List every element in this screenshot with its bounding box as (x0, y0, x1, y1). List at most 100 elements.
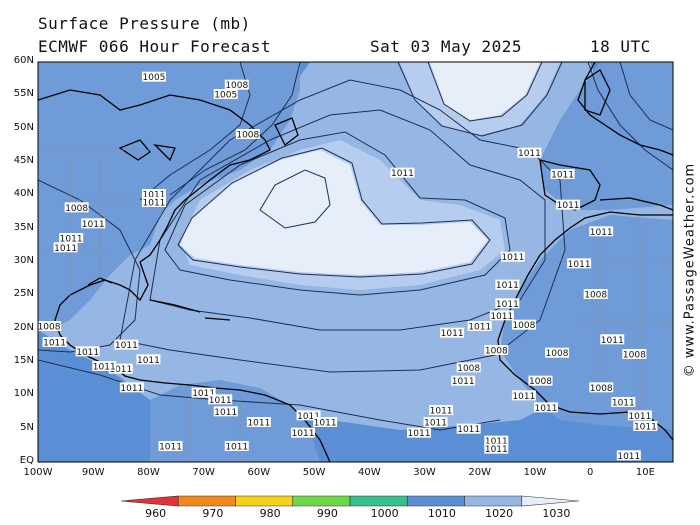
lon-tick-label: 30W (413, 467, 436, 478)
pressure-label: 1011 (612, 399, 635, 409)
lat-tick-label: 20N (13, 321, 34, 333)
pressure-label-bg (136, 354, 161, 365)
pressure-label-bg (291, 427, 316, 438)
pressure-label-bg (556, 199, 581, 210)
lat-tick-label: 45N (13, 155, 34, 166)
lon-tick-label: 60W (247, 467, 271, 478)
pressure-label-bg (467, 321, 492, 331)
pressure-label: 1011 (192, 389, 215, 399)
pressure-label-bg (42, 337, 67, 347)
pressure-label-bg (224, 79, 249, 90)
pressure-label-bg (64, 202, 89, 213)
pressure-label-bg (141, 197, 166, 207)
pressure-label: 1011 (292, 429, 315, 439)
pressure-label-bg (37, 321, 62, 331)
pressure-label-bg (114, 339, 139, 350)
pressure-label-bg (517, 147, 542, 158)
pressure-label-bg (611, 397, 636, 407)
pressure-label: 1011 (109, 365, 132, 375)
lon-tick-label: 40W (357, 467, 381, 478)
isobar-line (149, 109, 546, 331)
pressure-label: 1011 (247, 419, 270, 429)
pressure-label: 1011 (535, 404, 558, 414)
pressure-label: 1011 (76, 348, 99, 358)
coastline-africa (497, 211, 673, 441)
isobar-line (164, 131, 511, 296)
pressure-label: 1011 (512, 392, 535, 402)
pressure-label-bg (59, 233, 84, 243)
pressure-label: 1011 (209, 396, 232, 406)
lat-tick-label: EQ (19, 455, 34, 466)
colorbar-segment (292, 495, 351, 507)
pressure-label-bg (456, 423, 481, 434)
lon-tick-label: 10E (635, 467, 655, 478)
lon-tick-label: 70W (192, 467, 215, 478)
pressure-label: 1011 (214, 408, 237, 418)
lon-tick-label: 0 (586, 467, 594, 478)
plot-frame (37, 61, 674, 463)
pressure-label: 1008 (225, 81, 248, 91)
isobar-line (587, 62, 673, 171)
pressure-label: 1008 (623, 351, 646, 361)
pressure-label: 1011 (225, 443, 248, 453)
pressure-label: 1011 (60, 235, 83, 245)
colorbar-segment (521, 495, 580, 507)
pressure-label: 1011 (82, 220, 105, 230)
pressure-label: 1011 (452, 377, 475, 387)
pressure-label-bg (53, 242, 78, 253)
date-label: Sat 03 May 2025 (370, 37, 522, 56)
pressure-label: 1011 (159, 443, 182, 453)
pressure-label: 1011 (297, 412, 320, 422)
pressure-label-bg (495, 298, 520, 309)
model-label: ECMWF 066 Hour Forecast (38, 37, 272, 56)
lat-tick-label: 10N (13, 388, 34, 400)
pressure-label: 1008 (512, 321, 535, 331)
pressure-label-bg (633, 421, 658, 431)
pressure-label: 1011 (143, 199, 166, 209)
coastline-north-america (38, 89, 271, 381)
pressure-label: 1008 (457, 364, 480, 374)
border-line (560, 230, 673, 420)
pressure-label-bg (313, 417, 338, 427)
pressure-label-bg (484, 443, 509, 454)
colorbar-tick-label: 1000 (370, 507, 399, 520)
pressure-label-bg (429, 405, 454, 415)
pressure-label-bg (627, 410, 652, 421)
pressure-label: 1011 (54, 244, 77, 254)
pressure-label: 1008 (236, 131, 259, 141)
pressure-label-bg (191, 387, 216, 398)
pressure-label: 1011 (590, 228, 613, 238)
pressure-label: 1011 (115, 341, 138, 351)
pressure-label: 1008 (584, 291, 607, 301)
isobar-line (259, 169, 331, 229)
pressure-label-bg (528, 375, 553, 386)
pressure-label-bg (119, 382, 144, 393)
coastline-britain (584, 69, 611, 116)
pressure-label-bg (534, 402, 558, 413)
colorbar-segment (177, 495, 236, 507)
pressure-label-bg (92, 361, 117, 371)
pressure-label: 1008 (38, 323, 61, 333)
colorbar-tick-label: 990 (316, 507, 338, 520)
colorbar-tick-label: 970 (202, 507, 224, 520)
credit-label: © www.PassageWeather.com (682, 162, 698, 378)
lat-tick-label: 5N (20, 421, 34, 433)
pressure-label-bg (208, 394, 233, 405)
pressure-label: 1005 (214, 91, 237, 101)
pressure-label-bg (141, 71, 166, 82)
pressure-label-bg (141, 189, 166, 199)
pressure-label: 1011 (501, 253, 524, 263)
lon-tick-label: 80W (137, 467, 160, 478)
pressure-label: 1011 (568, 260, 591, 270)
pressure-label-bg (500, 251, 525, 262)
colorbar-tick-label: 1020 (485, 507, 514, 520)
pressure-label: 1011 (496, 281, 519, 291)
lon-tick-label: 10W (523, 467, 547, 478)
pressure-label-bg (246, 417, 271, 427)
pressure-label: 1011 (137, 356, 160, 366)
colorbar-segment (349, 495, 408, 507)
pressure-label: 1011 (120, 384, 143, 394)
colorbar-tick-label: 980 (259, 507, 281, 520)
pressure-label: 1011 (43, 339, 66, 349)
